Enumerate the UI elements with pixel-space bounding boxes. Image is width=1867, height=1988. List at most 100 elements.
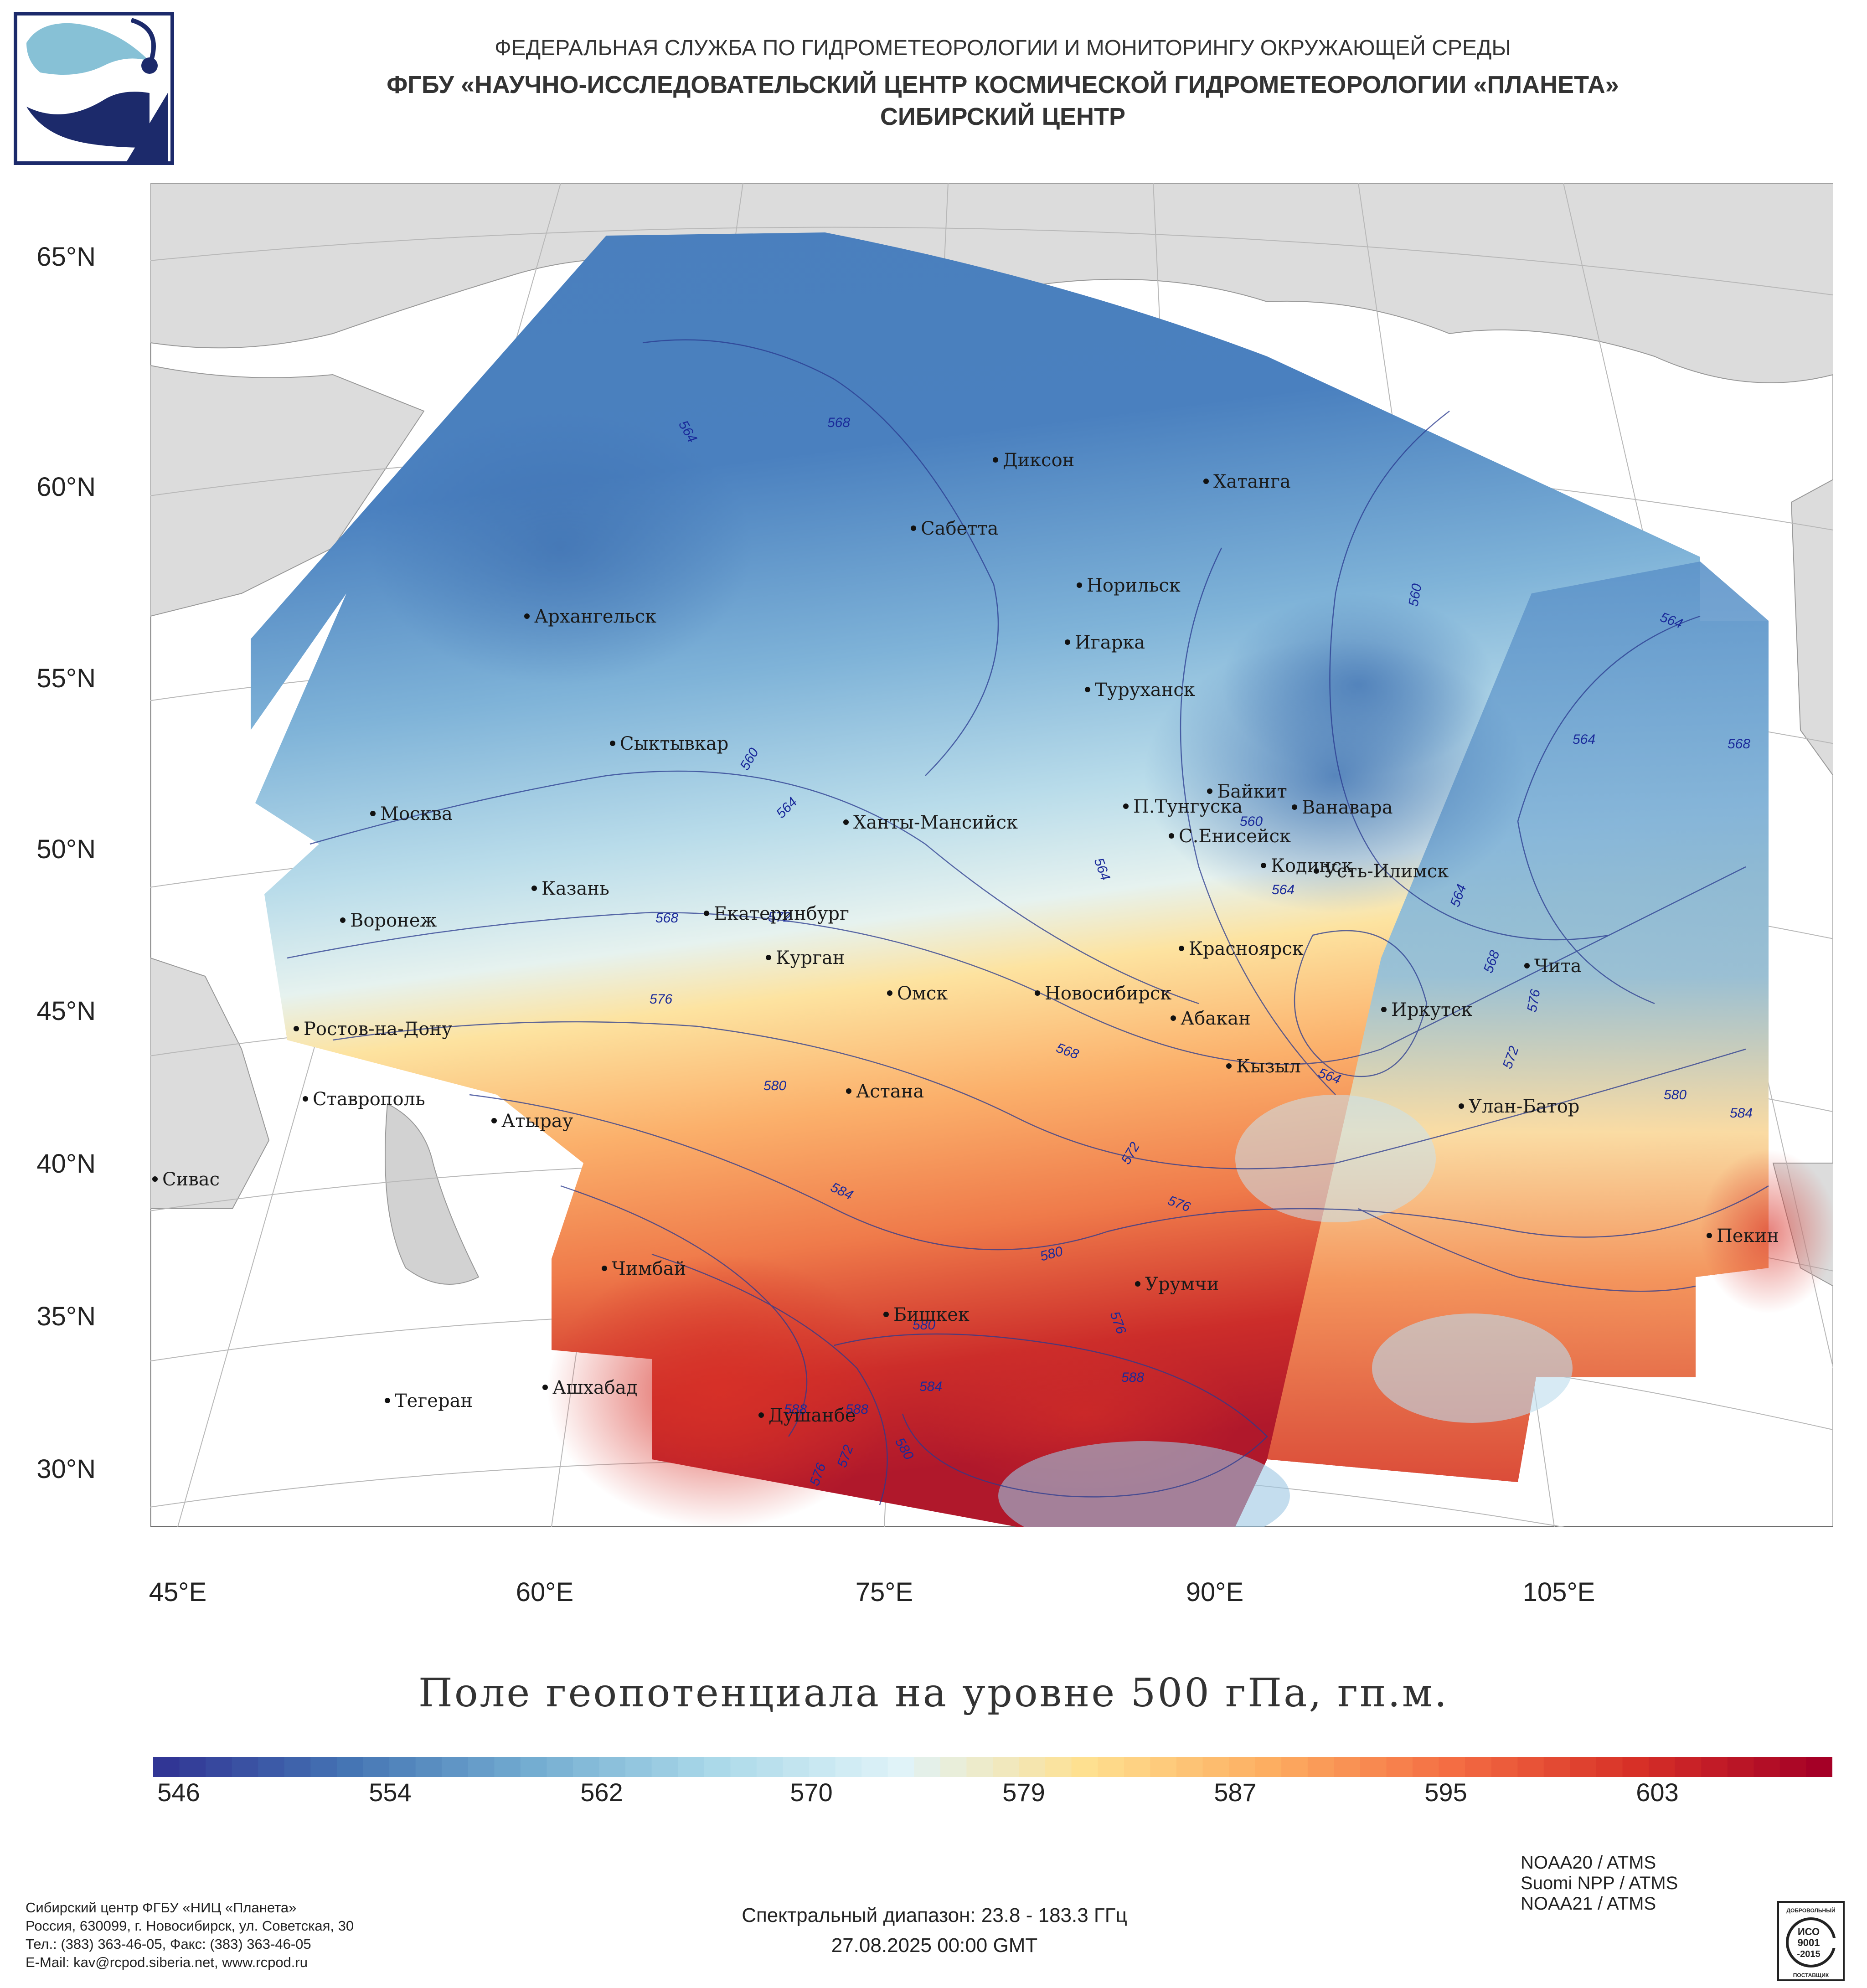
sensor-noaa21: NOAA21 / ATMS bbox=[1521, 1894, 1656, 1914]
svg-text:588: 588 bbox=[846, 1402, 868, 1417]
colorbar-tick-595: 595 bbox=[1424, 1778, 1467, 1807]
colorbar-step bbox=[284, 1757, 311, 1777]
city-stavropol: Ставрополь bbox=[303, 1090, 425, 1108]
planeta-logo bbox=[14, 12, 174, 165]
colorbar-tick-570: 570 bbox=[790, 1778, 833, 1807]
svg-text:580: 580 bbox=[1664, 1087, 1686, 1102]
colorbar-step bbox=[1517, 1757, 1544, 1777]
colorbar-step bbox=[494, 1757, 521, 1777]
city-kurgan: Курган bbox=[766, 949, 845, 967]
colorbar-step bbox=[1229, 1757, 1256, 1777]
colorbar-step bbox=[310, 1757, 337, 1777]
colorbar-tick-546: 546 bbox=[157, 1778, 200, 1807]
colorbar-tick-554: 554 bbox=[369, 1778, 412, 1807]
city-p-tunguska: П.Тунгуска bbox=[1123, 798, 1243, 816]
city-ust-ilimsk: Усть-Илимск bbox=[1314, 862, 1449, 881]
lat-label-50: 50°N bbox=[36, 834, 96, 864]
colorbar-step bbox=[1439, 1757, 1466, 1777]
colorbar-step bbox=[1570, 1757, 1597, 1777]
colorbar-tick-562: 562 bbox=[580, 1778, 623, 1807]
colorbar bbox=[153, 1757, 1832, 1777]
city-urumchi: Урумчи bbox=[1135, 1275, 1219, 1293]
city-omsk: Омск bbox=[887, 984, 948, 1003]
observation-datetime: 27.08.2025 00:00 GMT bbox=[831, 1934, 1038, 1957]
colorbar-step bbox=[1281, 1757, 1308, 1777]
colorbar-tick-603: 603 bbox=[1636, 1778, 1679, 1807]
svg-text:568: 568 bbox=[1728, 736, 1750, 752]
colorbar-step bbox=[704, 1757, 731, 1777]
colorbar-step bbox=[887, 1757, 915, 1777]
city-ulan-bator: Улан-Батор bbox=[1459, 1097, 1579, 1116]
svg-text:560: 560 bbox=[1240, 814, 1263, 829]
svg-text:568: 568 bbox=[827, 415, 850, 430]
colorbar-step bbox=[363, 1757, 390, 1777]
sensor-suomi-npp: Suomi NPP / ATMS bbox=[1521, 1873, 1678, 1893]
header-center: СИБИРСКИЙ ЦЕНТР bbox=[880, 103, 1126, 130]
city-novosibirsk: Новосибирск bbox=[1035, 984, 1171, 1003]
svg-text:588: 588 bbox=[784, 1402, 807, 1417]
colorbar-step bbox=[1045, 1757, 1072, 1777]
colorbar-step bbox=[1779, 1757, 1807, 1777]
city-khanty-mansiysk: Ханты-Мансийск bbox=[843, 814, 1018, 832]
colorbar-step bbox=[651, 1757, 679, 1777]
colorbar-step bbox=[1727, 1757, 1754, 1777]
colorbar-step bbox=[258, 1757, 285, 1777]
svg-text:572: 572 bbox=[768, 910, 791, 925]
lon-label-75: 75°E bbox=[855, 1577, 913, 1607]
svg-text:564: 564 bbox=[1272, 882, 1295, 897]
lat-label-60: 60°N bbox=[36, 472, 96, 502]
geopotential-map: 564 568 560 564 568 572 576 580 584 588 … bbox=[150, 183, 1833, 1527]
city-atyrau: Атырау bbox=[491, 1112, 573, 1130]
city-bishkek: Бишкек bbox=[883, 1306, 970, 1324]
colorbar-step bbox=[442, 1757, 469, 1777]
sensor-noaa20: NOAA20 / ATMS bbox=[1521, 1853, 1656, 1873]
lat-label-30: 30°N bbox=[36, 1454, 96, 1484]
colorbar-step bbox=[1098, 1757, 1124, 1777]
lon-label-45: 45°E bbox=[149, 1577, 207, 1607]
city-s-eniseysk: С.Енисейск bbox=[1169, 827, 1291, 845]
colorbar-tick-587: 587 bbox=[1214, 1778, 1257, 1807]
colorbar-step bbox=[783, 1757, 810, 1777]
colorbar-step bbox=[809, 1757, 836, 1777]
city-sivas: Сивас bbox=[152, 1170, 220, 1189]
svg-text:568: 568 bbox=[655, 911, 678, 926]
svg-text:584: 584 bbox=[1730, 1106, 1753, 1121]
lat-label-35: 35°N bbox=[36, 1302, 96, 1331]
colorbar-step bbox=[1386, 1757, 1413, 1777]
colorbar-step bbox=[1413, 1757, 1439, 1777]
lat-label-40: 40°N bbox=[36, 1149, 96, 1179]
lat-label-65: 65°N bbox=[36, 242, 96, 272]
colorbar-step bbox=[1806, 1757, 1832, 1777]
city-kodinsk: Кодинск bbox=[1261, 857, 1353, 875]
city-igarka: Игарка bbox=[1065, 633, 1145, 652]
svg-text:576: 576 bbox=[650, 992, 672, 1007]
colorbar-step bbox=[756, 1757, 784, 1777]
svg-text:9001: 9001 bbox=[1798, 1937, 1820, 1948]
svg-text:ИСО: ИСО bbox=[1798, 1926, 1820, 1937]
colorbar-step bbox=[336, 1757, 364, 1777]
city-norilsk: Норильск bbox=[1077, 577, 1181, 595]
isohypse-contours bbox=[287, 339, 1769, 1505]
city-ekaterinburg: Екатеринбург bbox=[704, 905, 849, 923]
svg-text:580: 580 bbox=[763, 1078, 786, 1093]
colorbar-step bbox=[1334, 1757, 1361, 1777]
colorbar-step bbox=[1019, 1757, 1046, 1777]
geopotential-field bbox=[251, 232, 1833, 1527]
colorbar-step bbox=[1754, 1757, 1780, 1777]
city-abakan: Абакан bbox=[1171, 1009, 1251, 1028]
lat-label-55: 55°N bbox=[36, 664, 96, 693]
header-institute: ФГБУ «НАУЧНО-ИССЛЕДОВАТЕЛЬСКИЙ ЦЕНТР КОС… bbox=[387, 71, 1619, 98]
header-agency: ФЕДЕРАЛЬНАЯ СЛУЖБА ПО ГИДРОМЕТЕОРОЛОГИИ … bbox=[495, 36, 1511, 60]
city-dikson: Диксон bbox=[993, 451, 1074, 469]
city-syktyvkar: Сыктывкар bbox=[610, 735, 728, 753]
city-kazan: Казань bbox=[531, 880, 609, 898]
org-address: Россия, 630099, г. Новосибирск, ул. Сове… bbox=[26, 1918, 354, 1934]
city-ashkhabad: Ашхабад bbox=[542, 1379, 637, 1397]
lon-label-105: 105°E bbox=[1522, 1577, 1595, 1607]
lon-label-90: 90°E bbox=[1186, 1577, 1244, 1607]
colorbar-step bbox=[599, 1757, 626, 1777]
org-email: E-Mail: kav@rcpod.siberia.net, www.rcpod… bbox=[26, 1954, 308, 1970]
colorbar-step bbox=[547, 1757, 573, 1777]
city-sabetta: Сабетта bbox=[911, 520, 998, 538]
colorbar-step bbox=[1465, 1757, 1492, 1777]
